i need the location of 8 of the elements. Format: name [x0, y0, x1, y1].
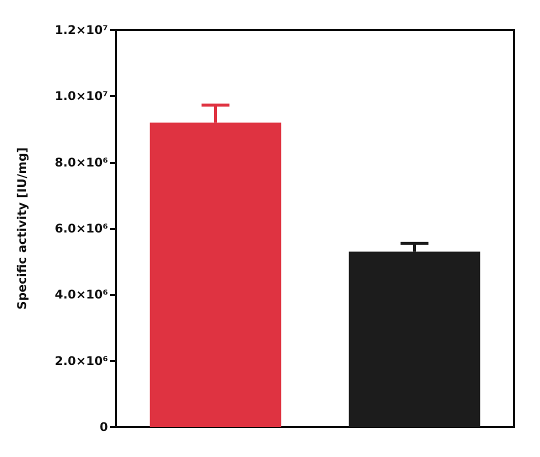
- y-axis-title: Specific activity [IU/mg]: [15, 147, 29, 310]
- y-tick-label: 2.0×10⁶: [54, 354, 108, 368]
- y-tick-label: 1.2×10⁷: [54, 23, 108, 37]
- y-tick-label: 4.0×10⁶: [54, 288, 108, 302]
- y-tick-label: 0: [100, 420, 108, 434]
- y-tick-label: 8.0×10⁶: [54, 155, 108, 170]
- y-tick-label: 1.0×10⁷: [54, 89, 108, 104]
- y-tick-label: 6.0×10⁶: [54, 222, 108, 236]
